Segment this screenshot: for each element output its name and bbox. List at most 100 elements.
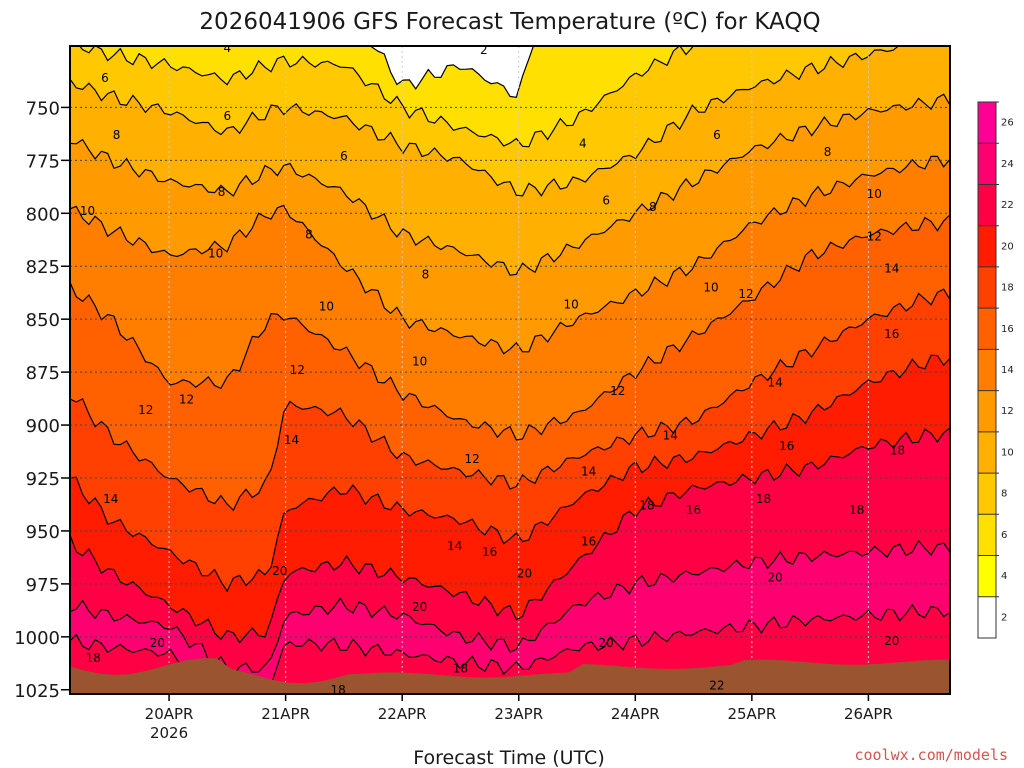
contour-label: 10: [208, 247, 223, 261]
contour-label: 16: [581, 535, 596, 549]
x-tick-label: 21APR: [261, 705, 310, 723]
contour-label: 14: [447, 539, 462, 553]
x-tick-label: 23APR: [494, 705, 543, 723]
colorbar-label: 16: [1001, 324, 1014, 335]
colorbar-swatch: [978, 349, 996, 391]
contour-label: 12: [179, 393, 194, 407]
x-tick-label: 22APR: [378, 705, 427, 723]
colorbar-label: 18: [1001, 283, 1014, 294]
colorbar-swatch: [978, 431, 996, 474]
contour-label: 4: [579, 136, 587, 150]
temperature-band-below-2: [70, 46, 950, 98]
contour-label: 16: [686, 503, 701, 517]
colorbar-swatch: [978, 514, 996, 556]
contour-labels: 6 4 2 8 6 6 4 6 8 10 8 8 6 8 10 10 8 12 14 10 10 10 12 16 12 10 12…: [80, 43, 905, 697]
contour-label: 18: [849, 503, 864, 517]
contour-label: 14: [581, 465, 596, 479]
colorbar-label: 12: [1001, 406, 1014, 417]
contour-label: 14: [663, 429, 678, 443]
contour-label: 16: [779, 439, 794, 453]
isotherm-4: [78, 46, 694, 148]
colorbar-swatch: [978, 308, 996, 350]
isotherm-6: [70, 46, 917, 197]
colorbar-label: 10: [1001, 447, 1014, 458]
isotherm-2: [370, 46, 535, 98]
colorbar-swatch: [978, 555, 996, 597]
y-tick-label: 875: [26, 363, 60, 384]
ground-surface: [70, 658, 950, 694]
contour-label: 18: [639, 499, 654, 513]
isotherm-10: [70, 155, 950, 355]
contour-label: 6: [713, 128, 721, 142]
colorbar-label: 2: [1001, 612, 1007, 623]
credit-text: coolwx.com/models: [854, 746, 1008, 764]
contour-label: 14: [103, 492, 118, 506]
x-tick-label: 25APR: [727, 705, 776, 723]
contour-label: 10: [319, 299, 334, 313]
contour-label: 2: [480, 43, 488, 57]
contour-label: 10: [867, 187, 882, 201]
y-tick-label: 800: [26, 204, 60, 225]
plot-frame: [69, 45, 951, 695]
isotherm-14: [70, 288, 950, 512]
contour-label: 20: [599, 636, 614, 650]
contour-label: 20: [517, 566, 532, 580]
colorbar-label: 24: [1001, 159, 1014, 170]
y-tick-label: 825: [26, 257, 60, 278]
colorbar-swatch: [978, 184, 996, 226]
contour-label: 18: [330, 683, 345, 697]
contour-label: 18: [453, 662, 468, 676]
contour-label: 14: [284, 433, 299, 447]
contour-label: 12: [464, 452, 479, 466]
isotherm-contours: [70, 46, 950, 694]
y-tick-label: 775: [26, 151, 60, 172]
contour-label: 6: [101, 71, 109, 85]
contour-label: 10: [564, 297, 579, 311]
x-axis-title: Forecast Time (UTC): [413, 747, 604, 768]
colorbar-label: 14: [1001, 365, 1014, 376]
x-tick-label: 24APR: [611, 705, 660, 723]
colorbar-label: 4: [1001, 571, 1007, 582]
isotherm-12: [70, 214, 950, 441]
plot-area: 6 4 2 8 6 6 4 6 8 10 8 8 6 8 10 10 8 12 14 10 10 10 12 16 12 10 12…: [70, 43, 950, 697]
contour-label: 20: [884, 634, 899, 648]
contour-label: 20: [412, 600, 427, 614]
contour-label: 6: [602, 194, 610, 208]
contour-label: 14: [768, 376, 783, 390]
contour-label: 6: [340, 149, 348, 163]
x-tick-sublabel: 2026: [150, 724, 188, 742]
contour-label: 14: [884, 261, 899, 275]
x-tick-label: 26APR: [844, 705, 893, 723]
colorbar-label: 6: [1001, 530, 1007, 541]
contour-label: 12: [290, 363, 305, 377]
contour-label: 8: [218, 185, 226, 199]
colorbar-label: 8: [1001, 489, 1007, 500]
colorbar-swatch: [978, 266, 996, 309]
colorbar-swatch: [978, 596, 996, 638]
contour-label: 8: [305, 227, 313, 241]
y-axis: 750 775 800 825 850 875 900 925 950 975 1000 1025: [14, 98, 70, 702]
colorbar-label: 22: [1001, 200, 1014, 211]
colorbar-swatch: [978, 102, 996, 144]
colorbar-label: 26: [1001, 118, 1014, 129]
contour-label: 10: [703, 280, 718, 294]
colorbar-swatch: [978, 143, 996, 185]
contour-label: 12: [738, 287, 753, 301]
contour-label: 12: [610, 384, 625, 398]
isotherm-16: [70, 354, 950, 593]
contour-label: 12: [867, 230, 882, 244]
contour-label: 10: [80, 204, 95, 218]
y-tick-label: 1025: [14, 681, 60, 702]
contour-label: 12: [138, 403, 153, 417]
contour-label: 20: [768, 571, 783, 585]
contour-label: 8: [649, 200, 657, 214]
isotherm-18: [70, 427, 950, 644]
y-tick-label: 950: [26, 522, 60, 543]
isotherm-8: [70, 93, 950, 276]
contour-label: 16: [482, 545, 497, 559]
colorbar-swatch: [978, 390, 996, 432]
contour-label: 16: [884, 327, 899, 341]
contour-label: 18: [890, 443, 905, 457]
